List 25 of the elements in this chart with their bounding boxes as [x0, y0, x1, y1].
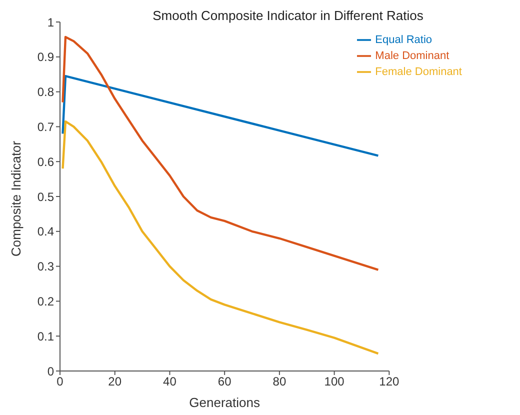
legend-label: Male Dominant	[375, 50, 450, 62]
legend-label: Female Dominant	[375, 66, 462, 78]
x-tick-label: 120	[379, 374, 400, 389]
y-tick-label: 0.2	[37, 294, 54, 308]
y-tick-label: 0.1	[37, 329, 54, 344]
y-tick-label: 0.4	[37, 224, 54, 239]
y-tick-label: 0.7	[37, 120, 54, 134]
chart-title: Smooth Composite Indicator in Different Ratios	[152, 8, 424, 23]
x-tick-label: 60	[218, 374, 232, 389]
y-tick-label: 0.8	[37, 85, 54, 100]
x-tick-label: 80	[272, 374, 286, 389]
y-tick-label: 0.3	[37, 260, 54, 274]
y-tick-label: 1	[47, 15, 54, 30]
y-tick-label: 0	[47, 364, 54, 378]
x-axis-title: Generations	[189, 395, 260, 410]
x-tick-label: 0	[56, 374, 64, 389]
x-tick-label: 100	[324, 374, 345, 389]
y-tick-label: 0.6	[37, 154, 54, 169]
y-tick-label: 0.9	[37, 50, 54, 64]
y-tick-label: 0.5	[37, 190, 54, 204]
x-tick-label: 20	[108, 374, 122, 389]
line-series	[62, 120, 380, 355]
x-tick-label: 40	[163, 374, 177, 389]
y-axis-title: Composite Indicator	[8, 140, 24, 256]
legend-label: Equal Ratio	[375, 34, 432, 46]
